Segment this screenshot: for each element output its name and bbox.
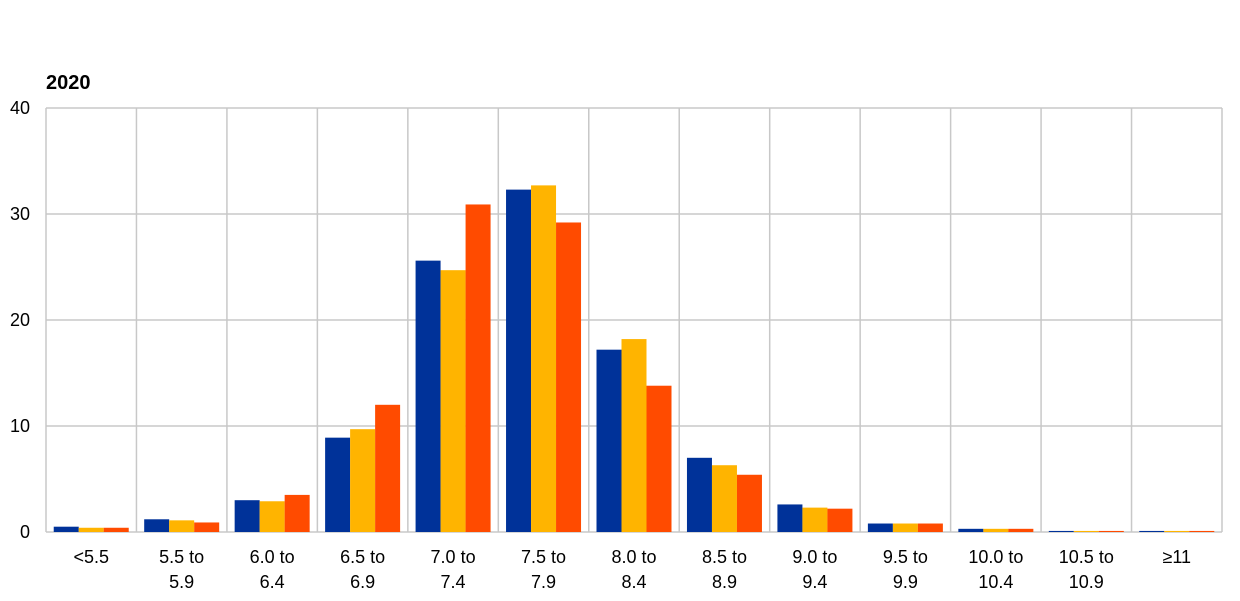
x-tick-label: 5.5 to 5.9 — [159, 547, 204, 592]
x-tick-label: <5.5 — [73, 547, 109, 567]
bar — [1164, 530, 1190, 532]
bar — [144, 519, 170, 532]
bar — [867, 523, 893, 532]
x-tick-label-line: 9.9 — [893, 572, 918, 592]
bar — [711, 465, 737, 532]
x-tick-label-line: 6.0 to — [250, 547, 295, 567]
x-tick-label-line: 10.0 to — [968, 547, 1023, 567]
y-tick-label: 20 — [10, 310, 30, 330]
chart-title: 2020 — [46, 72, 91, 94]
x-tick-label-line: 7.9 — [531, 572, 556, 592]
bar — [440, 270, 466, 532]
bar — [802, 507, 828, 532]
x-tick-label: 9.5 to 9.9 — [883, 547, 928, 592]
y-tick-label: 10 — [10, 416, 30, 436]
x-tick-label: 10.5 to 10.9 — [1059, 547, 1114, 592]
x-tick-label-line: 6.9 — [350, 572, 375, 592]
x-tick-label-line: 8.4 — [621, 572, 646, 592]
x-tick-label-line: 10.5 to — [1059, 547, 1114, 567]
bar — [259, 501, 285, 532]
bar — [506, 189, 532, 532]
x-tick-label-line: 6.4 — [260, 572, 285, 592]
x-tick-label-line: 8.9 — [712, 572, 737, 592]
bar — [917, 523, 943, 532]
x-tick-label: 10.0 to 10.4 — [968, 547, 1023, 592]
bar — [1073, 530, 1099, 532]
bar — [777, 504, 803, 532]
bar — [1139, 530, 1165, 532]
bar — [892, 523, 918, 532]
x-tick-label: ≥11 — [1162, 547, 1191, 567]
x-tick-label-line: 7.0 to — [431, 547, 476, 567]
x-tick-label: 6.5 to 6.9 — [340, 547, 385, 592]
x-tick-label-line: 8.0 to — [611, 547, 656, 567]
bar — [621, 339, 647, 532]
x-tick-label-line: 6.5 to — [340, 547, 385, 567]
bar — [1098, 530, 1124, 532]
bar — [958, 528, 984, 532]
gridlines — [45, 107, 1223, 533]
x-tick-label-line: 9.0 to — [792, 547, 837, 567]
bar — [646, 385, 672, 532]
bar — [78, 527, 104, 532]
y-tick-label: 30 — [10, 204, 30, 224]
bar — [234, 500, 260, 532]
x-tick-label-line: 5.5 to — [159, 547, 204, 567]
bar — [556, 222, 582, 533]
y-tick-label: 0 — [20, 522, 30, 542]
x-tick-label: 8.5 to 8.9 — [702, 547, 747, 592]
bar — [531, 185, 557, 532]
x-tick-label: 9.0 to 9.4 — [792, 547, 837, 592]
bar — [375, 404, 401, 532]
x-tick-label: 8.0 to 8.4 — [611, 547, 656, 592]
x-tick-label-line: 9.4 — [802, 572, 827, 592]
bar — [350, 429, 376, 532]
bars — [53, 185, 1215, 533]
x-tick-label-line: 9.5 to — [883, 547, 928, 567]
bar — [686, 457, 712, 532]
bar — [736, 474, 762, 532]
bar — [325, 437, 351, 532]
bar — [827, 508, 853, 532]
bar — [169, 520, 195, 532]
x-tick-label-line: 10.4 — [978, 572, 1013, 592]
x-tick-label-line: 5.9 — [169, 572, 194, 592]
bar — [53, 526, 79, 532]
x-tick-label: 7.0 to 7.4 — [431, 547, 476, 592]
bar — [983, 528, 1009, 532]
x-tick-label-line: 10.9 — [1069, 572, 1104, 592]
x-tick-label-line: <5.5 — [73, 547, 109, 567]
x-axis: <5.5 5.5 to 5.9 6.0 to 6.4 6.5 to 6.9 7.0 to 7.4… — [73, 547, 1191, 592]
bar — [1048, 530, 1074, 532]
x-tick-label: 7.5 to 7.9 — [521, 547, 566, 592]
bar — [194, 522, 220, 532]
x-tick-label-line: 7.5 to — [521, 547, 566, 567]
x-tick-label-line: 8.5 to — [702, 547, 747, 567]
y-axis: 0 10 20 30 40 — [10, 98, 30, 542]
bar — [1189, 530, 1215, 532]
x-tick-label-line: 7.4 — [441, 572, 466, 592]
bar — [465, 204, 491, 532]
x-tick-label-line: ≥11 — [1162, 547, 1191, 567]
bar — [103, 527, 129, 532]
bar — [284, 494, 310, 532]
y-tick-label: 40 — [10, 98, 30, 118]
bar — [415, 260, 441, 532]
bar — [596, 349, 622, 532]
x-tick-label: 6.0 to 6.4 — [250, 547, 295, 592]
bar — [1008, 528, 1034, 532]
